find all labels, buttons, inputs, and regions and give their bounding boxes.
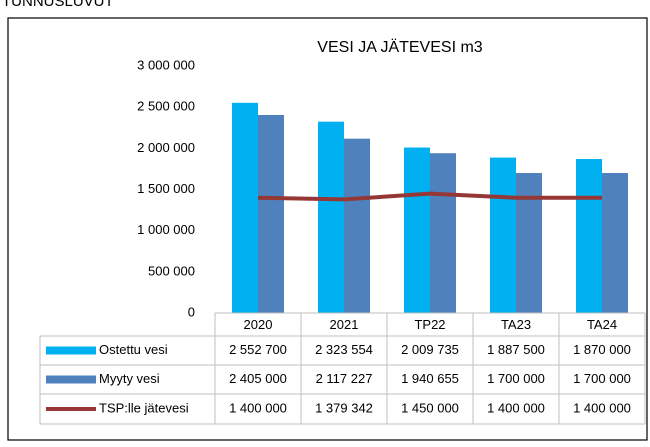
bar	[318, 121, 344, 313]
data-label: 2 117 227	[316, 371, 373, 386]
legend-label: Myyty vesi	[99, 371, 160, 386]
y-tick-label: 2 000 000	[137, 140, 195, 155]
bar	[576, 159, 602, 313]
bar	[516, 173, 542, 313]
page-heading: TUNNUSLUVUT	[2, 0, 114, 10]
data-label: 1 400 000	[573, 400, 631, 415]
y-tick-label: 3 000 000	[137, 57, 195, 72]
bar	[258, 114, 284, 313]
bar	[404, 147, 430, 313]
y-tick-label: 0	[188, 304, 195, 319]
bar	[232, 102, 258, 313]
y-tick-label: 500 000	[148, 263, 195, 278]
x-tick-label: TA24	[587, 317, 617, 332]
data-label: 1 400 000	[487, 400, 545, 415]
data-label: 1 379 342	[315, 400, 373, 415]
bar	[602, 173, 628, 313]
x-tick-label: 2020	[244, 317, 273, 332]
y-tick-label: 1 500 000	[137, 181, 195, 196]
legend-swatch	[46, 375, 96, 384]
data-label: 2 323 554	[315, 342, 373, 357]
data-label: 1 400 000	[229, 400, 287, 415]
bar	[490, 157, 516, 313]
x-tick-label: TP22	[414, 317, 445, 332]
legend-label: TSP:lle jätevesi	[99, 400, 189, 415]
data-label: 1 887 500	[487, 342, 545, 357]
legend-label: Ostettu vesi	[99, 342, 168, 357]
x-tick-label: TA23	[501, 317, 531, 332]
legend-swatch	[46, 346, 96, 355]
data-label: 2 405 000	[229, 371, 287, 386]
data-label: 1 700 000	[573, 371, 631, 386]
data-label: 1 870 000	[573, 342, 631, 357]
data-label: 1 450 000	[401, 400, 459, 415]
data-label: 2 009 735	[401, 342, 459, 357]
y-tick-label: 2 500 000	[137, 99, 195, 114]
x-tick-label: 2021	[330, 317, 359, 332]
chart-border	[7, 17, 648, 441]
y-tick-label: 1 000 000	[137, 222, 195, 237]
data-label: 2 552 700	[229, 342, 287, 357]
data-label: 1 940 655	[401, 371, 459, 386]
line	[257, 191, 602, 202]
bar	[344, 138, 370, 313]
data-label: 1 700 000	[487, 371, 545, 386]
chart-title: VESI JA JÄTEVESI m3	[317, 38, 482, 56]
bar	[430, 153, 456, 313]
